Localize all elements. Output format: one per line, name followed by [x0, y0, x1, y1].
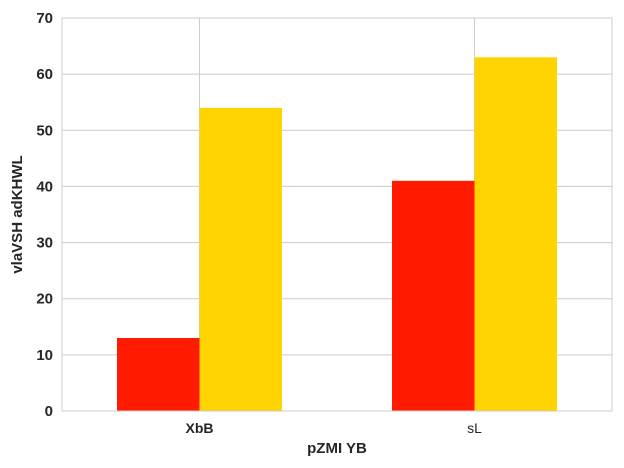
- x-tick-label: XbB: [186, 420, 214, 436]
- y-axis-label: vlaVSH adKHWL: [9, 155, 26, 273]
- y-tick-label: 40: [36, 178, 53, 195]
- y-tick-label: 10: [36, 347, 53, 364]
- bars: [117, 57, 557, 412]
- y-tick-label: 50: [36, 122, 53, 139]
- x-tick-labels: XbB sL: [186, 420, 483, 436]
- bar: [117, 338, 200, 411]
- y-tick-labels: 0 10 20 30 40 50 60 70: [36, 10, 53, 420]
- y-tick-label: 0: [45, 403, 53, 420]
- y-tick-label: 20: [36, 291, 53, 308]
- bar: [474, 57, 557, 412]
- y-tick-label: 60: [36, 66, 53, 83]
- x-tick-label: sL: [467, 420, 482, 436]
- y-tick-label: 30: [36, 235, 53, 252]
- bar: [199, 107, 282, 411]
- x-axis-label: pZMI YB: [307, 440, 367, 457]
- plot-frame: [61, 17, 613, 412]
- y-tick-label: 70: [36, 10, 53, 27]
- bar: [392, 180, 475, 411]
